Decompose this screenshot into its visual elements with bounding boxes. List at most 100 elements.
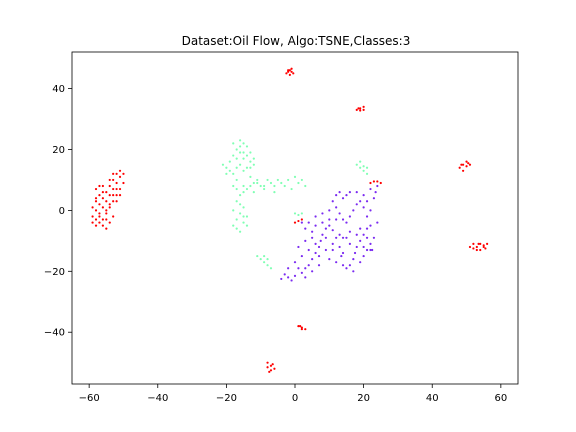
scatter-point bbox=[105, 200, 108, 203]
scatter-point bbox=[101, 184, 104, 188]
scatter-point bbox=[300, 271, 303, 274]
scatter-point bbox=[338, 191, 341, 194]
scatter-point bbox=[307, 264, 310, 267]
scatter-point bbox=[352, 270, 355, 273]
scatter-point bbox=[304, 227, 307, 230]
scatter-point bbox=[242, 157, 245, 160]
scatter-point bbox=[245, 154, 249, 157]
scatter-point bbox=[362, 105, 365, 108]
scatter-point bbox=[328, 209, 331, 212]
scatter-point bbox=[118, 169, 122, 172]
scatter-point bbox=[345, 221, 348, 224]
scatter-point bbox=[256, 254, 259, 258]
scatter-point bbox=[293, 221, 297, 224]
scatter-point bbox=[112, 187, 115, 191]
scatter-point bbox=[98, 184, 101, 188]
scatter-point bbox=[297, 219, 300, 223]
scatter-point bbox=[290, 67, 293, 70]
scatter-point bbox=[290, 187, 293, 191]
scatter-point bbox=[300, 328, 303, 331]
scatter-point bbox=[321, 221, 324, 224]
scatter-point bbox=[287, 70, 290, 73]
scatter-point bbox=[338, 245, 341, 249]
scatter-point bbox=[105, 209, 108, 212]
scatter-point bbox=[348, 242, 351, 245]
scatter-point bbox=[311, 230, 314, 233]
scatter-point bbox=[228, 160, 231, 163]
scatter-point bbox=[331, 200, 334, 203]
scatter-point bbox=[369, 242, 372, 245]
scatter-point bbox=[101, 191, 104, 194]
scatter-point bbox=[297, 213, 300, 217]
scatter-point bbox=[252, 163, 255, 166]
scatter-point bbox=[359, 166, 362, 169]
scatter-point bbox=[245, 224, 249, 227]
scatter-point bbox=[479, 242, 482, 245]
scatter-point bbox=[263, 184, 266, 188]
scatter-point bbox=[307, 248, 310, 252]
scatter-point bbox=[348, 230, 351, 233]
scatter-point bbox=[321, 212, 324, 215]
scatter-point bbox=[314, 251, 317, 255]
scatter-point bbox=[232, 224, 235, 227]
y-axis: −40 −20 0 20 40 bbox=[44, 84, 72, 339]
scatter-point bbox=[225, 166, 228, 169]
scatter-point bbox=[372, 180, 376, 183]
scatter-point bbox=[235, 200, 238, 203]
scatter-point bbox=[328, 218, 331, 221]
scatter-point bbox=[288, 69, 291, 72]
scatter-point bbox=[475, 245, 478, 249]
scatter-point bbox=[376, 221, 379, 224]
scatter-point bbox=[232, 209, 235, 212]
scatter-point bbox=[335, 194, 338, 197]
scatter-point bbox=[273, 184, 276, 188]
scatter-point bbox=[91, 221, 94, 224]
scatter-point bbox=[249, 184, 252, 188]
scatter-point bbox=[328, 224, 331, 227]
scatter-point bbox=[245, 166, 249, 169]
scatter-point bbox=[221, 163, 225, 166]
scatter-point bbox=[304, 239, 307, 242]
scatter-point bbox=[304, 276, 307, 279]
scatter-point bbox=[232, 184, 235, 188]
scatter-point bbox=[266, 178, 269, 182]
scatter-point bbox=[341, 264, 345, 267]
scatter-point bbox=[245, 215, 249, 218]
scatter-point bbox=[331, 229, 334, 232]
scatter-point bbox=[300, 221, 303, 224]
scatter-point bbox=[293, 175, 297, 178]
scatter-point bbox=[460, 163, 463, 166]
scatter-point bbox=[288, 73, 291, 76]
scatter-point bbox=[371, 248, 374, 252]
scatter-point bbox=[477, 242, 480, 245]
scatter-point bbox=[293, 212, 297, 215]
scatter-point bbox=[101, 197, 104, 200]
scatter-point bbox=[324, 227, 327, 230]
scatter-point bbox=[263, 261, 266, 264]
scatter-point bbox=[105, 212, 108, 215]
scatter-point bbox=[357, 107, 360, 110]
x-tick-label: −20 bbox=[216, 393, 237, 404]
x-tick-label: 20 bbox=[357, 393, 370, 404]
scatter-point bbox=[324, 248, 327, 252]
scatter-point bbox=[314, 215, 317, 218]
scatter-point bbox=[365, 172, 369, 175]
scatter-point bbox=[345, 236, 348, 239]
scatter-point bbox=[287, 276, 290, 279]
scatter-point bbox=[467, 162, 470, 165]
scatter-point bbox=[359, 227, 362, 230]
scatter-point bbox=[369, 181, 372, 185]
scatter-point bbox=[341, 218, 345, 221]
scatter-point bbox=[108, 206, 111, 209]
scatter-point bbox=[108, 194, 111, 197]
scatter-point bbox=[369, 187, 372, 191]
scatter-point bbox=[345, 267, 348, 270]
scatter-point bbox=[465, 160, 468, 163]
scatter-point bbox=[245, 145, 249, 148]
scatter-point bbox=[280, 181, 283, 185]
scatter-point bbox=[472, 242, 475, 245]
scatter-point bbox=[338, 233, 341, 236]
scatter-point bbox=[335, 261, 338, 264]
scatter-point bbox=[235, 218, 238, 221]
